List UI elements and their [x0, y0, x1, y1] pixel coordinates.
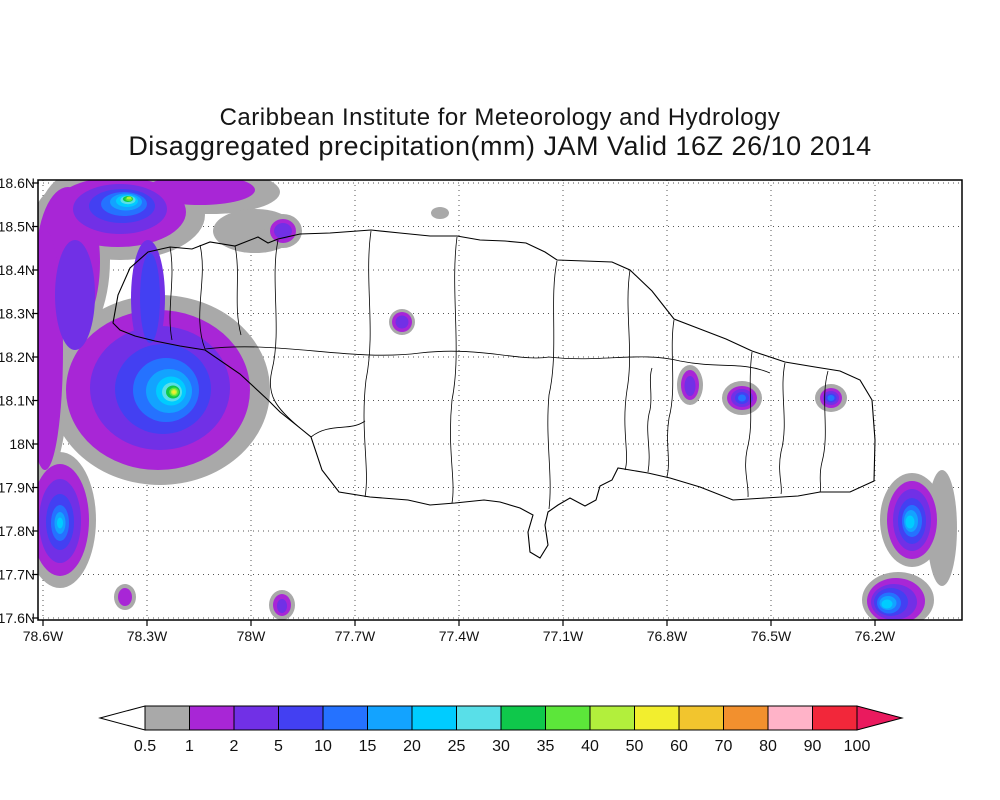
y-tick-label: 18N [9, 436, 35, 452]
page-title: Caribbean Institute for Meteorology and … [219, 104, 781, 131]
y-tick-label: 18.4N [0, 262, 35, 278]
x-tick-label: 78.6W [23, 628, 64, 644]
precipitation-shading [38, 180, 957, 620]
colorbar-segment [678, 705, 724, 731]
colorbar [98, 705, 904, 731]
colorbar-segment [812, 705, 858, 731]
x-tick-label: 77.4W [439, 628, 480, 644]
page-subtitle: Disaggregated precipitation(mm) JAM Vali… [128, 131, 872, 161]
colorbar-label: 0.5 [134, 738, 156, 755]
precip-level-15 [54, 193, 918, 610]
x-tick-label: 77.1W [543, 628, 584, 644]
y-axis-labels: 18.6N 18.5N 18.4N 18.3N 18.2N 18.1N 18N … [0, 175, 35, 626]
colorbar-right-arrow [856, 705, 904, 731]
colorbar-segment [278, 705, 324, 731]
colorbar-segment [144, 705, 190, 731]
y-tick-label: 17.9N [0, 480, 35, 496]
y-tick-label: 18.2N [0, 349, 35, 365]
colorbar-segment [189, 705, 235, 731]
y-tick-label: 18.1N [0, 393, 35, 409]
colorbar-label: 70 [715, 738, 733, 755]
x-tick-label: 78W [237, 628, 267, 644]
colorbar-label: 5 [274, 738, 283, 755]
colorbar-segment [723, 705, 769, 731]
colorbar-label: 1 [185, 738, 194, 755]
x-tick-label: 76.8W [647, 628, 688, 644]
colorbar-label: 25 [448, 738, 466, 755]
colorbar-segment [634, 705, 680, 731]
colorbar-label: 35 [537, 738, 555, 755]
y-tick-label: 17.8N [0, 523, 35, 539]
colorbar-left-arrow [98, 705, 146, 731]
x-tick-label: 76.2W [855, 628, 896, 644]
x-axis-ticks [42, 620, 876, 626]
colorbar-label: 90 [804, 738, 822, 755]
colorbar-label: 100 [844, 738, 871, 755]
colorbar-segment [545, 705, 591, 731]
colorbar-segment [233, 705, 279, 731]
colorbar-label: 80 [759, 738, 777, 755]
colorbar-segment [322, 705, 368, 731]
colorbar-label: 30 [492, 738, 510, 755]
colorbar-segment [367, 705, 413, 731]
plot-frame-group [32, 179, 963, 626]
x-tick-label: 78.3W [127, 628, 168, 644]
colorbar-segment [767, 705, 813, 731]
colorbar-segment [411, 705, 457, 731]
colorbar-label: 15 [359, 738, 377, 755]
parish-boundaries [169, 230, 829, 510]
y-axis-ticks [32, 182, 38, 619]
coastline [112, 229, 876, 559]
y-tick-label: 18.5N [0, 219, 35, 235]
x-tick-label: 77.7W [335, 628, 376, 644]
colorbar-segment [500, 705, 546, 731]
y-tick-label: 17.7N [0, 567, 35, 583]
colorbar-label: 40 [581, 738, 599, 755]
x-axis-labels: 78.6W 78.3W 78W 77.7W 77.4W 77.1W 76.8W … [23, 628, 896, 644]
colorbar-segment [589, 705, 635, 731]
y-tick-label: 18.3N [0, 306, 35, 322]
colorbar-labels: 0.5 1 2 5 10 15 20 25 30 35 40 50 60 70 … [134, 738, 871, 755]
precip-level-50 [172, 390, 176, 394]
colorbar-label: 10 [314, 738, 332, 755]
y-tick-label: 18.6N [0, 175, 35, 191]
x-tick-label: 76.5W [751, 628, 792, 644]
colorbar-label: 20 [403, 738, 421, 755]
colorbar-label: 60 [670, 738, 688, 755]
y-tick-label: 17.6N [0, 610, 35, 626]
colorbar-label: 2 [230, 738, 239, 755]
colorbar-segment [456, 705, 502, 731]
colorbar-label: 50 [626, 738, 644, 755]
jamaica-map-outlines [112, 229, 876, 559]
